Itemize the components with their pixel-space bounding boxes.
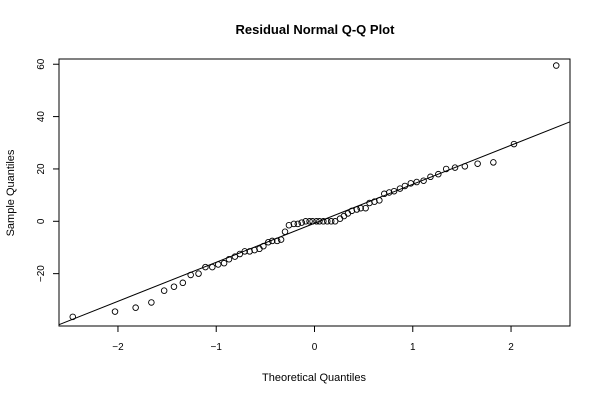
data-point	[376, 197, 383, 204]
data-point	[306, 218, 313, 225]
data-point	[435, 170, 442, 178]
data-point	[390, 187, 398, 195]
data-point	[427, 173, 434, 181]
data-point	[195, 270, 202, 277]
data-point	[396, 185, 404, 192]
data-point	[187, 271, 194, 279]
x-tick-label: −2	[112, 342, 124, 353]
data-point	[340, 212, 348, 220]
data-point	[241, 248, 248, 255]
data-point	[327, 218, 335, 225]
points-group	[69, 62, 560, 321]
data-point	[268, 237, 276, 245]
data-point	[442, 165, 450, 173]
data-point	[148, 299, 155, 306]
y-tick-label: 40	[36, 111, 47, 123]
data-point	[401, 182, 409, 190]
data-point	[298, 219, 305, 226]
data-point	[290, 220, 298, 228]
data-point	[170, 283, 178, 290]
data-point	[132, 304, 139, 311]
data-point	[320, 218, 327, 225]
data-point	[357, 204, 364, 212]
data-point	[552, 62, 560, 69]
data-point	[362, 204, 369, 212]
y-tick-label: 60	[36, 58, 47, 70]
data-point	[214, 261, 222, 268]
y-axis-label: Sample Quantiles	[5, 149, 17, 236]
data-point	[225, 256, 233, 263]
x-tick-label: 0	[312, 342, 318, 353]
y-tick-label: 0	[36, 218, 47, 224]
data-point	[209, 263, 216, 271]
data-point	[220, 259, 228, 267]
data-point	[407, 180, 415, 187]
data-point	[202, 263, 209, 271]
data-point	[313, 218, 320, 225]
data-point	[69, 313, 77, 321]
data-point	[510, 140, 518, 148]
data-point	[336, 215, 344, 222]
x-axis: −2 −1 0 1 2	[112, 326, 514, 353]
data-point	[265, 238, 272, 246]
data-point	[294, 220, 302, 228]
chart-title: Residual Normal Q-Q Plot	[236, 22, 396, 37]
data-point	[309, 218, 316, 225]
data-point	[324, 218, 331, 225]
x-tick-label: −1	[211, 342, 223, 353]
x-axis-label: Theoretical Quantiles	[262, 372, 366, 384]
data-point	[474, 160, 481, 167]
data-point	[451, 164, 459, 171]
y-tick-label: −20	[36, 265, 47, 282]
data-point	[490, 159, 497, 166]
y-axis: −20 0 20 40 60	[36, 58, 59, 282]
data-point	[302, 218, 309, 225]
data-point	[179, 279, 187, 287]
data-point	[420, 177, 427, 184]
data-point	[344, 210, 352, 217]
y-tick-label: 20	[36, 163, 47, 175]
plot-frame	[58, 58, 571, 327]
data-point	[273, 237, 281, 245]
x-tick-label: 2	[508, 342, 514, 353]
data-point	[277, 236, 285, 243]
data-point	[160, 287, 168, 294]
data-point	[236, 250, 244, 258]
data-point	[111, 308, 119, 315]
data-point	[331, 218, 339, 225]
data-point	[281, 228, 289, 236]
x-tick-label: 1	[410, 342, 416, 353]
data-point	[413, 178, 420, 186]
data-point	[316, 218, 323, 225]
data-point	[461, 163, 469, 170]
data-point	[353, 206, 361, 213]
data-point	[231, 253, 239, 260]
data-point	[260, 242, 267, 250]
